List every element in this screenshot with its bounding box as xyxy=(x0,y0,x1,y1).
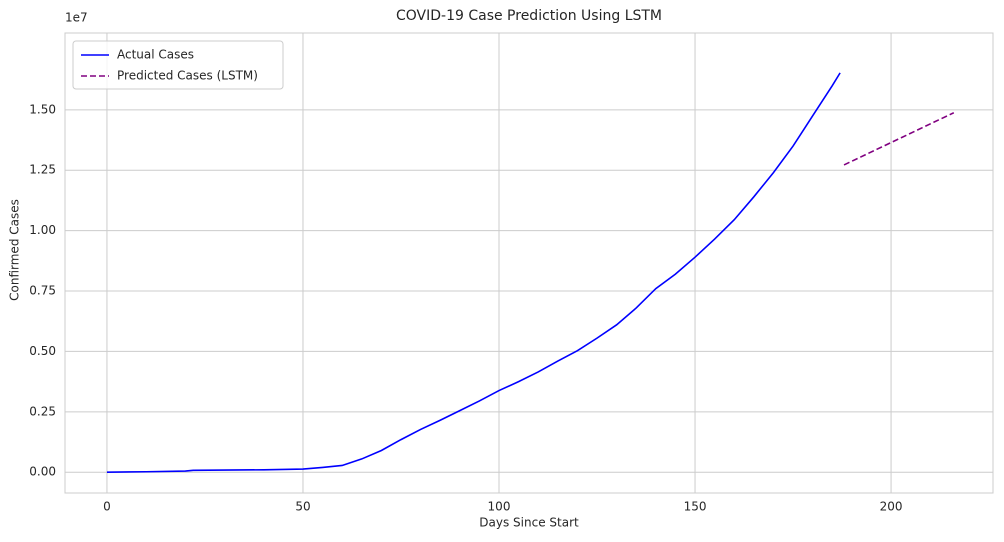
y-tick-label: 1.25 xyxy=(29,163,56,177)
y-tick-label: 0.00 xyxy=(29,465,56,479)
plot-frame xyxy=(64,32,994,494)
series-line xyxy=(106,72,841,474)
y-tick-label: 1.50 xyxy=(29,102,56,116)
x-tick-label: 50 xyxy=(295,500,310,514)
grid xyxy=(65,33,993,493)
x-tick-label: 200 xyxy=(880,500,903,514)
x-tick-label: 150 xyxy=(684,500,707,514)
chart-title: COVID-19 Case Prediction Using LSTM xyxy=(396,8,662,24)
series-line xyxy=(843,112,955,166)
x-tick-label: 0 xyxy=(103,500,111,514)
y-tick-label: 1.00 xyxy=(29,223,56,237)
y-tick-label: 0.25 xyxy=(29,404,56,418)
y-axis-label: Confirmed Cases xyxy=(8,199,22,301)
y-offset-label: 1e7 xyxy=(65,11,88,25)
y-tick-label: 0.50 xyxy=(29,344,56,358)
x-tick-label: 100 xyxy=(488,500,511,514)
legend-box xyxy=(72,40,284,90)
legend-label: Predicted Cases (LSTM) xyxy=(117,69,258,83)
legend-label: Actual Cases xyxy=(117,48,194,62)
x-axis-label: Days Since Start xyxy=(479,516,579,530)
y-tick-label: 0.75 xyxy=(29,284,56,298)
